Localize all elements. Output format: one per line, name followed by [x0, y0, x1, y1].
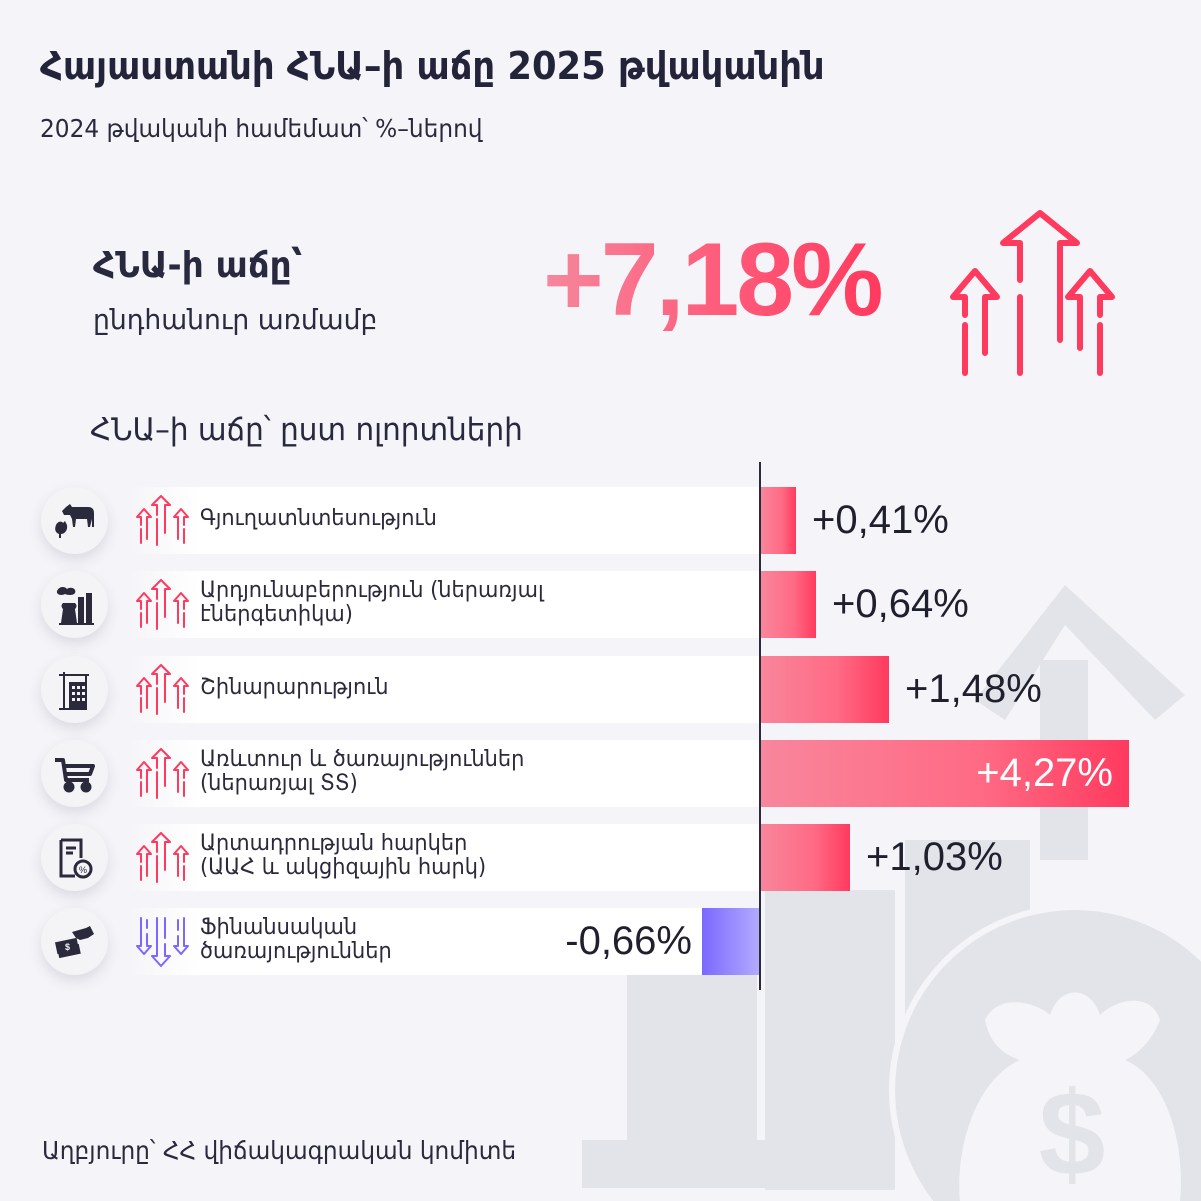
sector-icon-badge: % — [41, 824, 108, 891]
sector-label-line: Շինարարություն — [200, 675, 389, 700]
livestock-icon — [54, 503, 94, 538]
sector-icon-badge: $ — [41, 908, 108, 975]
bar-value-label: +0,41% — [812, 498, 949, 542]
positive-bar — [761, 487, 796, 554]
positive-bar — [761, 571, 816, 638]
sector-label: Շինարարություն — [200, 676, 389, 700]
hero-label: ՀՆԱ-ի աճը՝ — [93, 245, 303, 286]
bar-value-label: -0,66% — [565, 919, 692, 963]
construction-icon — [58, 671, 89, 710]
svg-text:%: % — [78, 865, 86, 875]
chart-zero-axis — [759, 462, 761, 990]
trend-down-arrows-icon — [136, 917, 189, 967]
section-title: ՀՆԱ–ի աճը՝ ըստ ոլորտների — [90, 412, 523, 448]
sector-label-line: Արտադրության հարկեր — [200, 831, 468, 856]
sector-label-line: (ԱԱՀ և ակցիզային հարկ) — [200, 855, 487, 880]
row-label-background — [128, 656, 759, 723]
sector-label: Առևտուր և ծառայություններ (ներառյալ ՏՏ) — [200, 748, 524, 796]
sector-label-line: (ներառյալ ՏՏ) — [200, 771, 358, 796]
positive-bar — [761, 740, 1129, 807]
sector-row: Առևտուր և ծառայություններ (ներառյալ ՏՏ) +4… — [0, 740, 1201, 807]
source-note: Աղբյուրը՝ ՀՀ վիճակագրական կոմիտե — [42, 1136, 517, 1165]
negative-bar — [702, 908, 759, 975]
factory-icon — [56, 586, 94, 625]
row-label-background — [128, 571, 759, 638]
hero-value: +7,18% — [543, 222, 884, 338]
hero-sublabel: ընդհանուր առմամբ — [93, 303, 378, 336]
svg-text:$: $ — [1039, 1067, 1106, 1201]
row-label-background — [128, 487, 759, 554]
page-subtitle: 2024 թվականի համեմատ՝ %–ներով — [40, 114, 483, 143]
svg-text:$: $ — [65, 942, 70, 952]
sector-icon-badge — [41, 487, 108, 554]
sector-label-line: էներգետիկա) — [200, 602, 353, 627]
bar-value-label: +4,27% — [976, 751, 1113, 795]
trend-up-arrows-icon — [136, 748, 189, 799]
sector-icon-badge — [41, 571, 108, 638]
row-label-background — [128, 740, 759, 807]
bar-value-label: +0,64% — [832, 582, 969, 626]
sector-label: Ֆինանսական ծառայություններ — [200, 916, 392, 964]
sector-label: Գյուղատնտեսություն — [200, 507, 437, 531]
tax-document-icon: % — [59, 838, 92, 878]
row-label-background — [128, 824, 759, 891]
sector-row: % Արտադրության հարկեր (ԱԱՀ և ակցիզային հա… — [0, 824, 1201, 891]
row-label-background — [128, 908, 759, 975]
bar-value-label: +1,48% — [905, 667, 1042, 711]
sector-row: Շինարարություն +1,48% — [0, 656, 1201, 723]
sector-label-line: Գյուղատնտեսություն — [200, 506, 437, 531]
sector-label: Արտադրության հարկեր (ԱԱՀ և ակցիզային հարկ… — [200, 832, 486, 880]
sector-label-line: Արդյունաբերություն (ներառյալ — [200, 578, 544, 603]
positive-bar — [761, 824, 850, 891]
sector-label: Արդյունաբերություն (ներառյալ էներգետիկա) — [200, 579, 544, 627]
page-title: Հայաստանի ՀՆԱ–ի աճը 2025 թվականին — [40, 44, 825, 88]
sector-icon-badge — [41, 740, 108, 807]
arrows-up-icon — [950, 210, 1115, 376]
sector-row: Գյուղատնտեսություն +0,41% — [0, 487, 1201, 554]
sector-label-line: Առևտուր և ծառայություններ — [200, 747, 525, 772]
sector-label-line: ծառայություններ — [200, 939, 392, 964]
trend-up-arrows-icon — [136, 664, 189, 715]
sector-row: $ Ֆինանսական ծառայություններ -0,66% — [0, 908, 1201, 975]
sector-label-line: Ֆինանսական — [200, 915, 358, 940]
sector-row: Արդյունաբերություն (ներառյալ էներգետիկա) +… — [0, 571, 1201, 638]
money-hand-icon: $ — [54, 925, 94, 958]
positive-bar — [761, 656, 889, 723]
trend-up-arrows-icon — [136, 832, 189, 883]
bar-value-label: +1,03% — [866, 835, 1003, 879]
sector-icon-badge — [41, 656, 108, 723]
trend-up-arrows-icon — [136, 495, 189, 546]
shopping-cart-icon — [54, 757, 95, 792]
trend-up-arrows-icon — [136, 579, 189, 630]
